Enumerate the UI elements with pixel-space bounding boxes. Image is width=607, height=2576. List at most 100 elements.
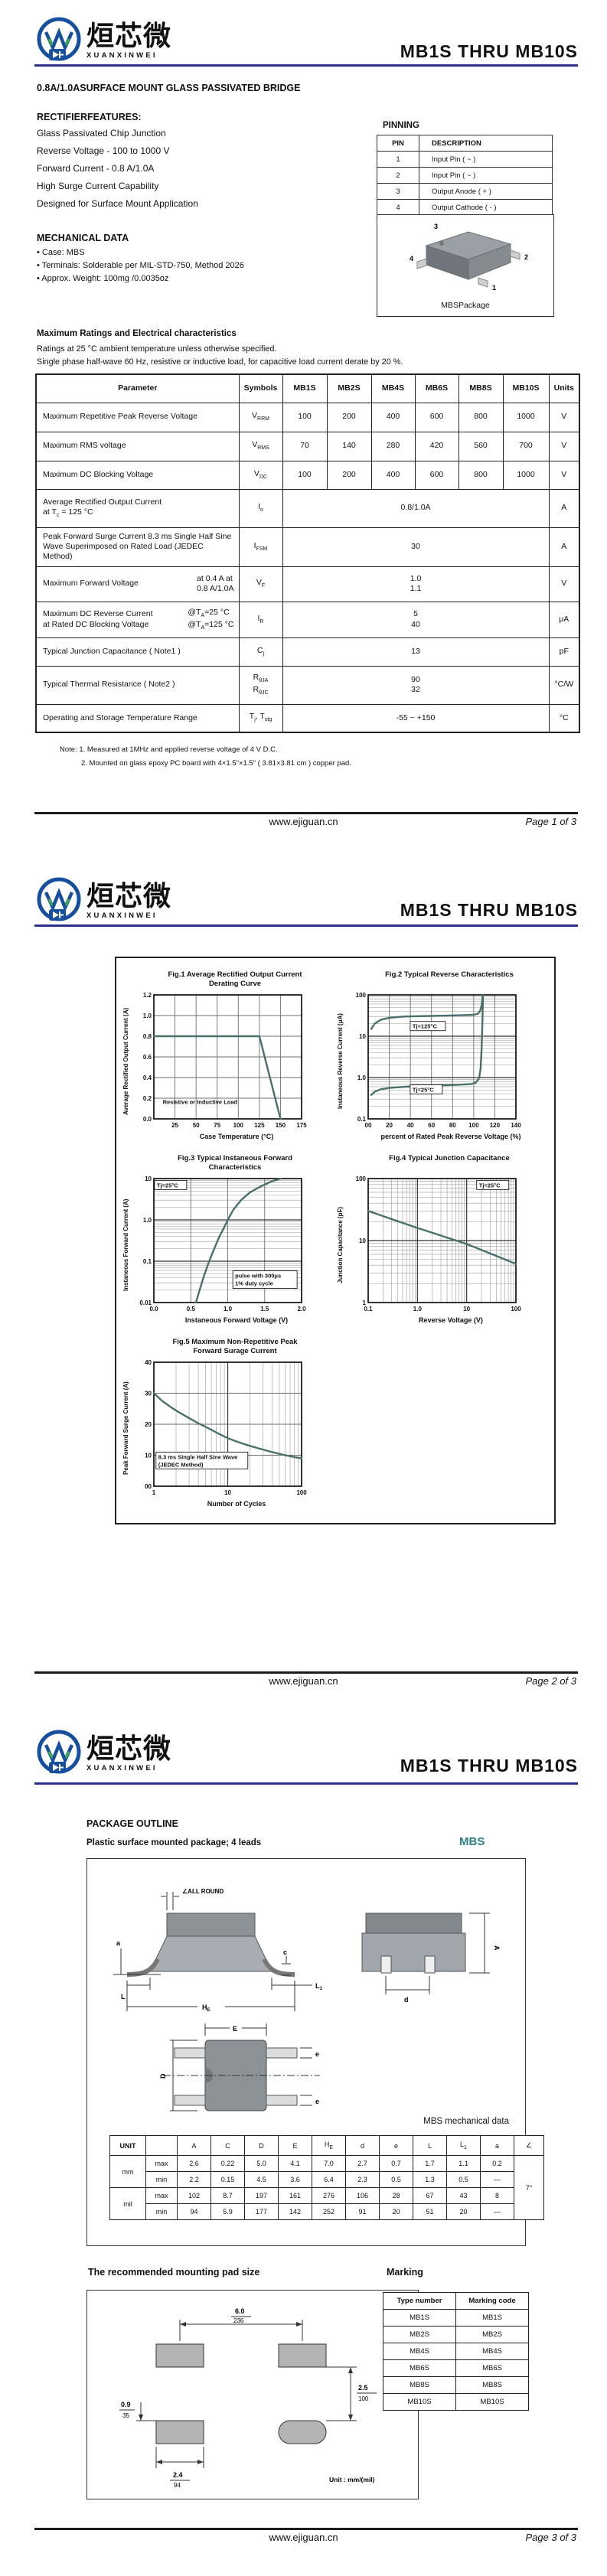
code-cell: MB8S: [455, 2376, 529, 2394]
mounting-pad-heading: The recommended mounting pad size: [88, 2267, 260, 2278]
feature-item: Reverse Voltage - 100 to 1000 V: [37, 145, 170, 156]
pad-dim-top-mm: 6.0: [235, 2307, 245, 2315]
value-cell: 400: [370, 402, 416, 432]
dim-e: e: [315, 2098, 319, 2105]
value-cell: 28: [379, 2187, 413, 2204]
header-cell: Symbols: [238, 373, 283, 403]
package-outline-heading: PACKAGE OUTLINE: [86, 1818, 178, 1829]
value-cell: 600: [414, 402, 459, 432]
pad-unit-label: Unit : mm/(mil): [329, 2476, 375, 2483]
symbol: V: [256, 578, 262, 588]
type-cell: MB6S: [383, 2359, 456, 2377]
type-cell: MB10S: [383, 2393, 456, 2411]
code-cell: MB1S: [455, 2309, 529, 2327]
fig-title: Fig.4 Typical Junction Capacitance: [389, 1154, 510, 1162]
svg-text:Tj=25°C: Tj=25°C: [479, 1182, 501, 1189]
dim-E: E: [233, 2025, 237, 2033]
header-cell: Parameter: [35, 373, 240, 403]
svg-text:100: 100: [468, 1122, 479, 1129]
symbol: V: [253, 468, 259, 478]
dim-e: e: [315, 2050, 319, 2058]
dim-HE: HE: [202, 2004, 210, 2013]
svg-text:50: 50: [193, 1122, 200, 1129]
table-row: Peak Forward Surge Current 8.3 ms Single…: [35, 527, 580, 567]
value-cell: 43: [446, 2187, 481, 2204]
value-cell: 800: [458, 460, 504, 490]
value-cell: 90 32: [282, 665, 550, 705]
header-cell: e: [379, 2135, 413, 2156]
ratings-header-row: Parameter Symbols MB1S MB2S MB4S MB6S MB…: [35, 373, 580, 403]
code-cell: MB4S: [455, 2343, 529, 2360]
fig-xlabel: Reverse Voltage (V): [419, 1316, 483, 1324]
company-logo: 烜芯微 XUANXINWEI: [37, 877, 171, 923]
fig4-chart: Tj=25°C 0.1 1.0 10 100 1 10 100: [356, 1176, 521, 1312]
unit-cell: V: [548, 431, 580, 461]
param-cell: Average Rectified Output Current at Tc =…: [35, 488, 240, 528]
svg-text:125: 125: [254, 1122, 265, 1129]
fig-title: Fig.2 Typical Reverse Characteristics: [385, 970, 514, 979]
value-cell: 0.5: [379, 2171, 413, 2188]
header-cell: D: [244, 2135, 279, 2156]
fig1-derating-curve: Fig.1 Average Rectified Output Current De…: [121, 970, 326, 1140]
condition: @TA=125 °C: [188, 619, 234, 631]
symbol-cell: Io: [238, 488, 283, 528]
value-cell: 2.3: [345, 2171, 380, 2188]
fig-title: Fig.1 Average Rectified Output Current: [168, 970, 302, 979]
value-cell: 0.2: [480, 2155, 514, 2172]
param-cell: Maximum Repetitive Peak Reverse Voltage: [35, 402, 240, 432]
header-rule: [34, 64, 578, 67]
svg-text:100: 100: [356, 992, 367, 999]
value-cell: —: [480, 2203, 514, 2220]
mechanical-data-list: • Case: MBS • Terminals: Solderable per …: [37, 246, 244, 285]
logo-cn-text: 烜芯微: [86, 21, 172, 52]
header-cell: ∠: [514, 2135, 544, 2156]
header-cell: UNIT: [109, 2135, 146, 2156]
fig-xlabel: Number of Cycles: [207, 1500, 266, 1508]
code-cell: MB10S: [455, 2393, 529, 2411]
symbol-cell: RθJA RθJC: [238, 665, 283, 705]
value-cell: 177: [244, 2203, 279, 2220]
type-cell: MB8S: [383, 2376, 456, 2394]
mech-item: • Approx. Weight: 100mg /0.0035oz: [37, 274, 169, 283]
symbol-sub: stg: [264, 717, 272, 723]
table-row: Maximum Repetitive Peak Reverse Voltage …: [35, 402, 580, 432]
value-cell: 13: [282, 637, 550, 667]
table-row: MB6S MB6S: [383, 2359, 529, 2377]
pin-number: 2: [377, 167, 419, 184]
table-row: UNIT A C D E HE d e L L1 a ∠: [109, 2135, 544, 2156]
svg-text:20: 20: [145, 1421, 152, 1428]
value-cell: 4.5: [244, 2171, 279, 2188]
svg-text:1: 1: [152, 1489, 156, 1496]
table-row: Maximum Forward Voltage at 0.4 A at 0.8 …: [35, 566, 580, 602]
svg-text:1% duty cycle: 1% duty cycle: [235, 1280, 273, 1287]
package-outline-subheading: Plastic surface mounted package; 4 leads: [86, 1838, 262, 1847]
symbol-cell: VRMS: [238, 431, 283, 461]
header-cell: A: [177, 2135, 211, 2156]
pad-dim-width-mm: 2.4: [173, 2471, 183, 2479]
value-cell: 0.7: [379, 2155, 413, 2172]
table-row: Maximum DC Reverse Current at Rated DC B…: [35, 601, 580, 638]
svg-text:1.0: 1.0: [413, 1306, 423, 1312]
mounting-pad-drawing: 6.0 236 0.9 35 2.4 94 2.5 100 Uni: [119, 2307, 377, 2489]
header-cell: L: [413, 2135, 447, 2156]
unit-cell: °C: [548, 703, 580, 733]
symbol-sub: θJC: [259, 690, 269, 696]
header-cell: Type number: [383, 2292, 456, 2310]
svg-text:1.0: 1.0: [143, 1217, 152, 1224]
fig3-forward-characteristics: Fig.3 Typical Instaneous Forward Characte…: [121, 1154, 326, 1324]
svg-text:25: 25: [171, 1122, 178, 1129]
fig-title: Fig.3 Typical Instaneous Forward: [178, 1154, 292, 1162]
symbol: V: [252, 440, 258, 450]
page-number: Page 3 of 3: [525, 2532, 577, 2543]
features-list: Glass Passivated Chip Junction Reverse V…: [37, 125, 198, 213]
svg-text:0.0: 0.0: [149, 1306, 158, 1312]
value-cell: 800: [458, 402, 504, 432]
table-row: mm max 2.6 0.22 5.0 4.1 7.0 2.7 0.7 1.7 …: [109, 2155, 544, 2220]
value-cell: 20: [446, 2203, 481, 2220]
pinning-col-pin: PIN: [377, 135, 419, 152]
pin-desc: Input Pin ( ~ ): [419, 151, 553, 168]
logo-cn-text: 烜芯微: [86, 1733, 172, 1765]
value-cell: 3.6: [278, 2171, 312, 2188]
fig2-reverse-characteristics: Fig.2 Typical Reverse Characteristics In…: [335, 970, 540, 1140]
page-number: Page 1 of 3: [525, 816, 577, 827]
